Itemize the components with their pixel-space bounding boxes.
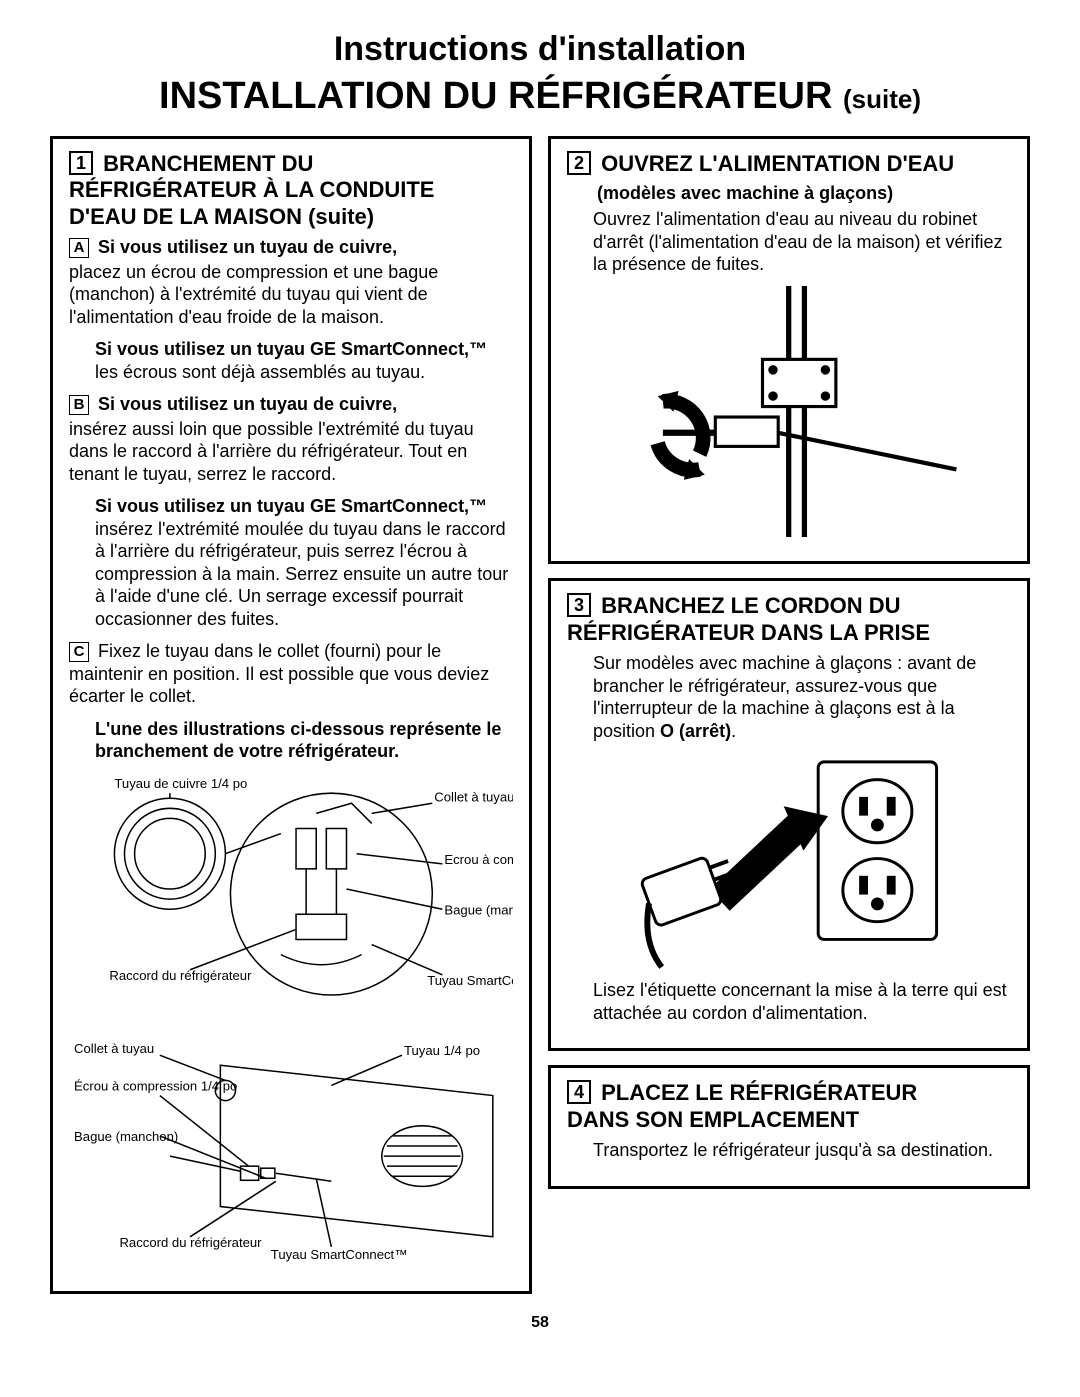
step2-title-text: OUVREZ L'ALIMENTATION D'EAU — [601, 151, 954, 176]
subtitle-main: INSTALLATION DU RÉFRIGÉRATEUR — [159, 75, 832, 117]
step1-b2-bold: Si vous utilisez un tuyau GE SmartConnec… — [95, 496, 487, 516]
columns: 1 BRANCHEMENT DU RÉFRIGÉRATEUR À LA COND… — [50, 136, 1030, 1294]
step1-a2-bold: Si vous utilisez un tuyau GE SmartConnec… — [95, 339, 487, 359]
step3-post: . — [731, 721, 736, 741]
page-subtitle: INSTALLATION DU RÉFRIGÉRATEUR (suite) — [50, 75, 1030, 118]
step3-number: 3 — [567, 593, 591, 617]
step1-b: B Si vous utilisez un tuyau de cuivre, i… — [69, 393, 513, 485]
d1-nut: Ecrou à compression 1/4 po — [444, 851, 513, 866]
step1-a: A Si vous utilisez un tuyau de cuivre, p… — [69, 236, 513, 328]
step2-number: 2 — [567, 151, 591, 175]
illus-note: L'une des illustrations ci-dessous repré… — [95, 718, 513, 763]
step3-pre: Sur modèles avec machine à glaçons : ava… — [593, 653, 976, 741]
step1-title-line3: D'EAU DE LA MAISON (suite) — [69, 204, 374, 229]
step3-title-line1: BRANCHEZ LE CORDON DU — [601, 593, 900, 618]
step1-number: 1 — [69, 151, 93, 175]
diagram-valve-icon — [600, 286, 977, 538]
step1-c-text: Fixez le tuyau dans le collet (fourni) p… — [69, 641, 489, 706]
letter-c: C — [69, 642, 89, 662]
right-column: 2 OUVREZ L'ALIMENTATION D'EAU (modèles a… — [548, 136, 1030, 1294]
step4-number: 4 — [567, 1080, 591, 1104]
step1-c: C Fixez le tuyau dans le collet (fourni)… — [69, 640, 513, 708]
step4-box: 4 PLACEZ LE RÉFRIGÉRATEUR DANS SON EMPLA… — [548, 1065, 1030, 1188]
step3-title: 3 BRANCHEZ LE CORDON DU RÉFRIGÉRATEUR DA… — [567, 593, 1011, 646]
step4-title-line1: PLACEZ LE RÉFRIGÉRATEUR — [601, 1080, 917, 1105]
d1-copper: Tuyau de cuivre 1/4 po — [114, 776, 247, 791]
subtitle-suite: (suite) — [843, 84, 921, 114]
step3-bold: O (arrêt) — [660, 721, 731, 741]
step1-a-text: placez un écrou de compression et une ba… — [69, 262, 438, 327]
d2-tube14: Tuyau 1/4 po — [404, 1043, 480, 1058]
step1-a2-text: les écrous sont déjà assemblés au tuyau. — [95, 362, 425, 382]
step1-a-bold: Si vous utilisez un tuyau de cuivre, — [98, 237, 397, 257]
d2-ferrule: Bague (manchon) — [74, 1129, 178, 1144]
step2-text: Ouvrez l'alimentation d'eau au niveau du… — [593, 208, 1011, 276]
step3-text: Sur modèles avec machine à glaçons : ava… — [593, 652, 1011, 742]
diagram-2-icon: Collet à tuyau Écrou à compression 1/4 p… — [69, 1035, 513, 1267]
d2-nut: Écrou à compression 1/4 po — [74, 1078, 237, 1093]
step2-subtitle: (modèles avec machine à glaçons) — [597, 183, 1011, 204]
step2-title: 2 OUVREZ L'ALIMENTATION D'EAU — [567, 151, 1011, 177]
step1-b2: Si vous utilisez un tuyau GE SmartConnec… — [95, 495, 513, 630]
d1-ferrule: Bague (manchon) — [444, 902, 513, 917]
step3-text2: Lisez l'étiquette concernant la mise à l… — [593, 979, 1011, 1024]
diagram-1-icon: Tuyau de cuivre 1/4 po Collet à tuyau Ec… — [69, 773, 513, 1025]
step4-title-line2: DANS SON EMPLACEMENT — [567, 1107, 859, 1132]
step1-b-text: insérez aussi loin que possible l'extrém… — [69, 419, 474, 484]
left-column: 1 BRANCHEMENT DU RÉFRIGÉRATEUR À LA COND… — [50, 136, 532, 1294]
page-title: Instructions d'installation — [50, 30, 1030, 69]
d2-smart: Tuyau SmartConnect™ — [271, 1247, 408, 1262]
step1-b-bold: Si vous utilisez un tuyau de cuivre, — [98, 394, 397, 414]
step3-title-line2: RÉFRIGÉRATEUR DANS LA PRISE — [567, 620, 930, 645]
letter-a: A — [69, 238, 89, 258]
page: Instructions d'installation INSTALLATION… — [0, 0, 1080, 1352]
step1-box: 1 BRANCHEMENT DU RÉFRIGÉRATEUR À LA COND… — [50, 136, 532, 1294]
d1-conn: Raccord du réfrigérateur — [109, 968, 252, 983]
page-number: 58 — [50, 1314, 1030, 1332]
step4-title: 4 PLACEZ LE RÉFRIGÉRATEUR DANS SON EMPLA… — [567, 1080, 1011, 1133]
d1-clamp: Collet à tuyau — [434, 789, 513, 804]
d2-clamp: Collet à tuyau — [74, 1041, 154, 1056]
step2-box: 2 OUVREZ L'ALIMENTATION D'EAU (modèles a… — [548, 136, 1030, 564]
step4-text: Transportez le réfrigérateur jusqu'à sa … — [593, 1139, 1011, 1162]
step1-a2: Si vous utilisez un tuyau GE SmartConnec… — [95, 338, 513, 383]
step1-title-line1: BRANCHEMENT DU — [103, 151, 313, 176]
step1-b2-text: insérez l'extrémité moulée du tuyau dans… — [95, 519, 508, 629]
step3-box: 3 BRANCHEZ LE CORDON DU RÉFRIGÉRATEUR DA… — [548, 578, 1030, 1051]
step1-title: 1 BRANCHEMENT DU RÉFRIGÉRATEUR À LA COND… — [69, 151, 513, 230]
letter-b: B — [69, 395, 89, 415]
d1-smart: Tuyau SmartConnect™ — [427, 973, 513, 988]
diagram-plug-icon — [611, 752, 966, 969]
step1-title-line2: RÉFRIGÉRATEUR À LA CONDUITE — [69, 177, 434, 202]
d2-conn: Raccord du réfrigérateur — [119, 1235, 262, 1250]
